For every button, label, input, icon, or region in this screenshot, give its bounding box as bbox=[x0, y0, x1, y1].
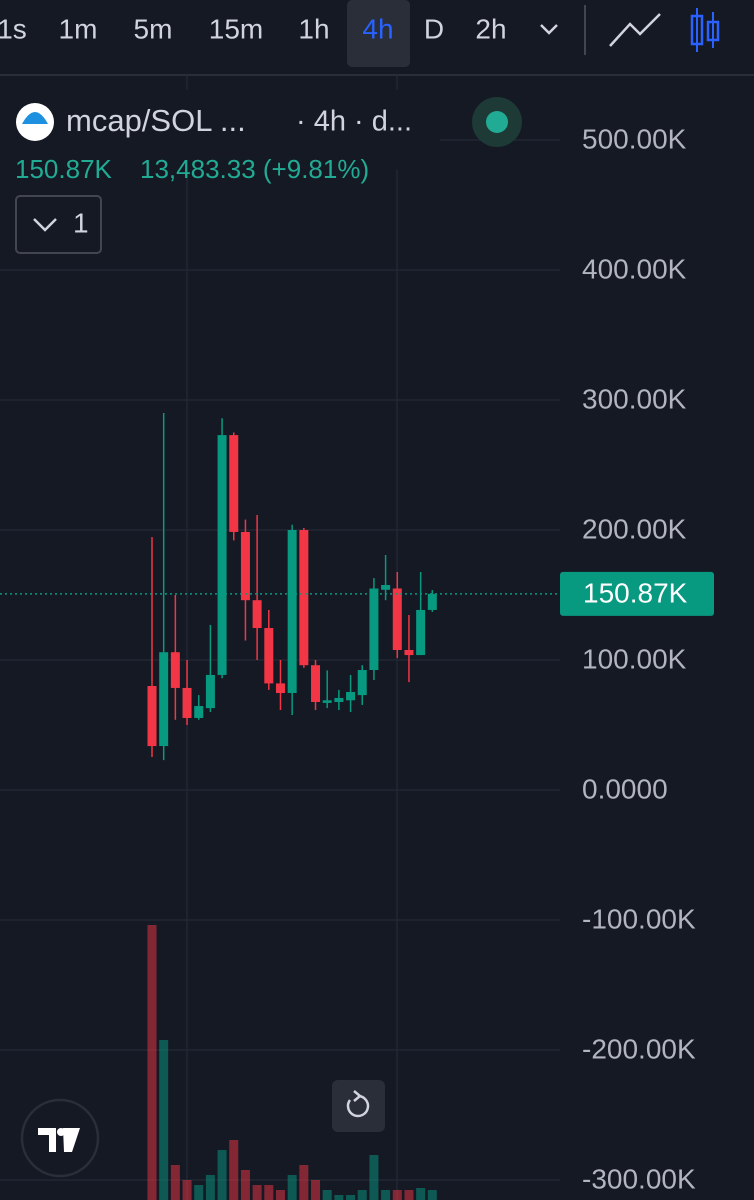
interval-button[interactable]: 5m bbox=[134, 13, 173, 44]
candle-body bbox=[346, 691, 356, 701]
volume-bar bbox=[217, 1150, 227, 1200]
volume-bar bbox=[264, 1185, 274, 1200]
volume-bar bbox=[147, 925, 157, 1200]
volume-bar bbox=[182, 1180, 192, 1200]
last-price-badge bbox=[560, 571, 714, 616]
interval-button[interactable]: 15m bbox=[209, 13, 263, 44]
line-chart-icon[interactable] bbox=[609, 13, 661, 47]
indicator-count: 1 bbox=[73, 207, 89, 238]
volume-bar bbox=[392, 1190, 402, 1200]
interval-button[interactable]: 1h bbox=[298, 13, 329, 44]
active-interval-bg bbox=[347, 0, 410, 67]
chevron bbox=[33, 218, 57, 232]
volume-bar bbox=[427, 1190, 437, 1200]
candle-icon[interactable] bbox=[690, 8, 720, 52]
reset-button[interactable] bbox=[332, 1080, 385, 1132]
interval-button[interactable]: 1m bbox=[59, 13, 98, 44]
candle-body bbox=[334, 697, 344, 702]
candle-body bbox=[311, 665, 321, 702]
interval: · 4h · d... bbox=[296, 106, 412, 138]
volume-bar bbox=[287, 1175, 297, 1200]
candle-body bbox=[322, 700, 332, 703]
volume-bar bbox=[311, 1180, 321, 1200]
volume-bar bbox=[275, 1190, 285, 1200]
candle-body bbox=[170, 652, 180, 688]
interval-button[interactable]: 1s bbox=[0, 13, 27, 44]
candle-body bbox=[299, 530, 309, 666]
symbol: mcap/SOL ... bbox=[66, 103, 246, 138]
indicators-toggle[interactable] bbox=[15, 195, 102, 254]
y-tick-label: -200.00K bbox=[582, 1033, 696, 1064]
volume-bar bbox=[381, 1190, 391, 1200]
tv-logo[interactable] bbox=[20, 1098, 100, 1178]
volume-bar bbox=[159, 1040, 169, 1200]
interval-button[interactable]: D bbox=[424, 13, 444, 44]
candle-body bbox=[381, 584, 391, 590]
candle-body bbox=[287, 530, 297, 694]
candle-body bbox=[240, 531, 250, 601]
toolbar: 1s 1m 5m 15m 1h 4h D 2h bbox=[0, 0, 754, 76]
volume-bar bbox=[369, 1155, 379, 1200]
candle-body bbox=[369, 588, 379, 671]
volume-bar bbox=[346, 1195, 356, 1200]
volume-bar bbox=[170, 1165, 180, 1200]
volume-bar bbox=[205, 1175, 215, 1200]
legend-bg bbox=[0, 90, 440, 170]
volume-bar bbox=[357, 1190, 367, 1200]
legend-change: 13,483.33 (+9.81%) bbox=[140, 154, 369, 184]
y-tick-label: 300.00K bbox=[582, 383, 687, 414]
legend: mcap/SOL ... · 4h · d... 150.87K 13,483.… bbox=[0, 90, 522, 254]
more-intervals[interactable] bbox=[540, 24, 558, 35]
candle-body bbox=[159, 652, 169, 747]
candle-body bbox=[416, 609, 426, 656]
volume-bar bbox=[404, 1190, 414, 1200]
y-tick-label: -100.00K bbox=[582, 903, 696, 934]
y-tick-label: 0.0000 bbox=[582, 773, 668, 804]
candle-body bbox=[217, 435, 227, 675]
volume-bar bbox=[322, 1190, 332, 1200]
interval-button[interactable]: 4h bbox=[362, 13, 393, 44]
y-tick-label: 500.00K bbox=[582, 123, 687, 154]
volume-bar bbox=[299, 1165, 309, 1200]
candle-body bbox=[404, 649, 414, 656]
candle-body bbox=[147, 686, 157, 747]
volume-bar bbox=[252, 1185, 262, 1200]
y-tick-label: -300.00K bbox=[582, 1163, 696, 1194]
candle-body bbox=[427, 593, 437, 610]
volume-bar bbox=[194, 1185, 204, 1200]
candle-body bbox=[392, 588, 402, 650]
candle-body bbox=[357, 670, 367, 696]
y-tick-label: 400.00K bbox=[582, 253, 687, 284]
interval-button[interactable]: 2h bbox=[475, 13, 506, 44]
candle-body bbox=[194, 706, 204, 718]
plot bbox=[0, 413, 560, 1200]
status-dot bbox=[486, 111, 508, 133]
candle-body bbox=[264, 628, 274, 684]
candle-body bbox=[275, 683, 285, 694]
candle-body bbox=[252, 600, 262, 629]
symbol-cap bbox=[22, 112, 48, 124]
legend-price: 150.87K bbox=[15, 154, 113, 184]
candle-body bbox=[229, 435, 239, 532]
candle-body bbox=[182, 687, 192, 718]
candle-body bbox=[205, 674, 215, 709]
volume-bar bbox=[334, 1195, 344, 1200]
grid bbox=[0, 75, 560, 1200]
y-tick-label: 100.00K bbox=[582, 643, 687, 674]
volume-bar bbox=[229, 1140, 239, 1200]
volume-bar bbox=[240, 1170, 250, 1200]
last-price-label: 150.87K bbox=[583, 577, 688, 608]
y-tick-label: 200.00K bbox=[582, 513, 687, 544]
volume-bar bbox=[416, 1188, 426, 1200]
